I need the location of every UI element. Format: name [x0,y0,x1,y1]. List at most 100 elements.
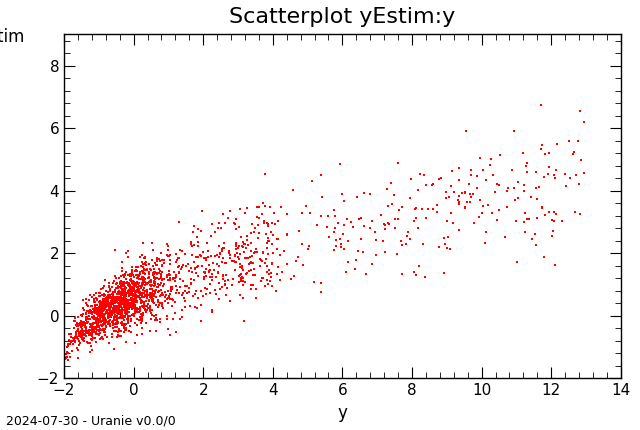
Point [93,310,103,316]
Point [267,259,277,266]
Point [109,313,119,320]
Point [234,206,244,213]
Point [499,233,509,240]
Point [492,180,502,187]
Point [118,292,128,298]
Point [260,256,271,263]
Point [180,287,190,294]
Point [95,326,105,333]
Point [116,312,126,319]
Point [120,304,130,310]
Point [107,319,117,326]
Y-axis label: yEstim: yEstim [0,28,25,46]
Point [100,311,111,318]
Point [234,279,244,286]
Point [564,138,574,144]
Point [125,272,135,279]
Point [518,150,528,157]
Point [191,270,201,276]
Point [260,203,270,210]
Point [262,250,273,257]
Point [78,328,88,335]
Point [123,296,133,303]
Point [454,227,464,233]
Point [205,233,216,240]
Point [76,323,86,330]
Point [136,311,147,318]
Point [59,369,69,376]
Point [166,287,176,294]
Point [130,307,140,314]
Point [88,323,99,330]
Point [91,289,101,296]
Point [116,292,126,299]
Point [138,264,148,270]
Point [123,300,133,307]
Point [304,243,314,249]
Point [214,296,225,303]
Point [63,350,73,356]
Point [132,299,142,306]
Point [196,253,207,260]
Point [108,317,118,324]
Point [111,293,121,300]
Point [137,290,147,297]
Point [120,286,130,292]
Point [137,317,147,324]
Point [265,278,275,285]
Point [118,298,129,305]
Point [77,331,88,338]
Point [63,340,73,347]
Point [127,305,137,312]
Point [124,248,134,255]
Point [145,267,156,273]
Point [131,264,141,270]
Point [140,303,150,310]
Point [75,330,85,337]
Point [110,273,120,280]
Point [263,223,273,230]
Point [129,310,140,317]
Point [122,311,132,318]
Point [237,273,248,280]
Point [104,299,115,306]
Point [494,206,504,213]
Point [104,296,114,303]
Point [75,322,85,329]
Point [118,322,129,329]
Point [129,292,139,298]
Point [100,298,110,305]
Point [301,203,312,209]
Point [116,333,127,340]
Point [86,342,97,349]
Point [189,304,200,310]
Point [80,327,90,334]
Point [147,307,157,314]
Point [148,270,158,276]
Point [217,258,227,265]
Point [129,296,139,303]
Point [112,334,122,341]
Point [102,293,112,300]
Point [140,278,150,285]
Point [273,264,283,270]
Point [102,310,113,317]
Point [137,292,147,299]
Point [116,319,127,326]
Point [113,285,124,292]
Point [351,257,361,264]
Point [250,246,260,253]
Point [87,331,97,338]
Point [72,319,83,326]
Point [113,295,123,301]
Point [175,276,186,283]
Point [547,232,557,239]
Point [138,261,148,267]
Point [99,300,109,307]
Point [138,240,148,246]
Point [99,301,109,308]
Point [186,239,196,246]
Point [88,321,98,328]
Point [97,314,108,321]
Point [118,302,129,309]
